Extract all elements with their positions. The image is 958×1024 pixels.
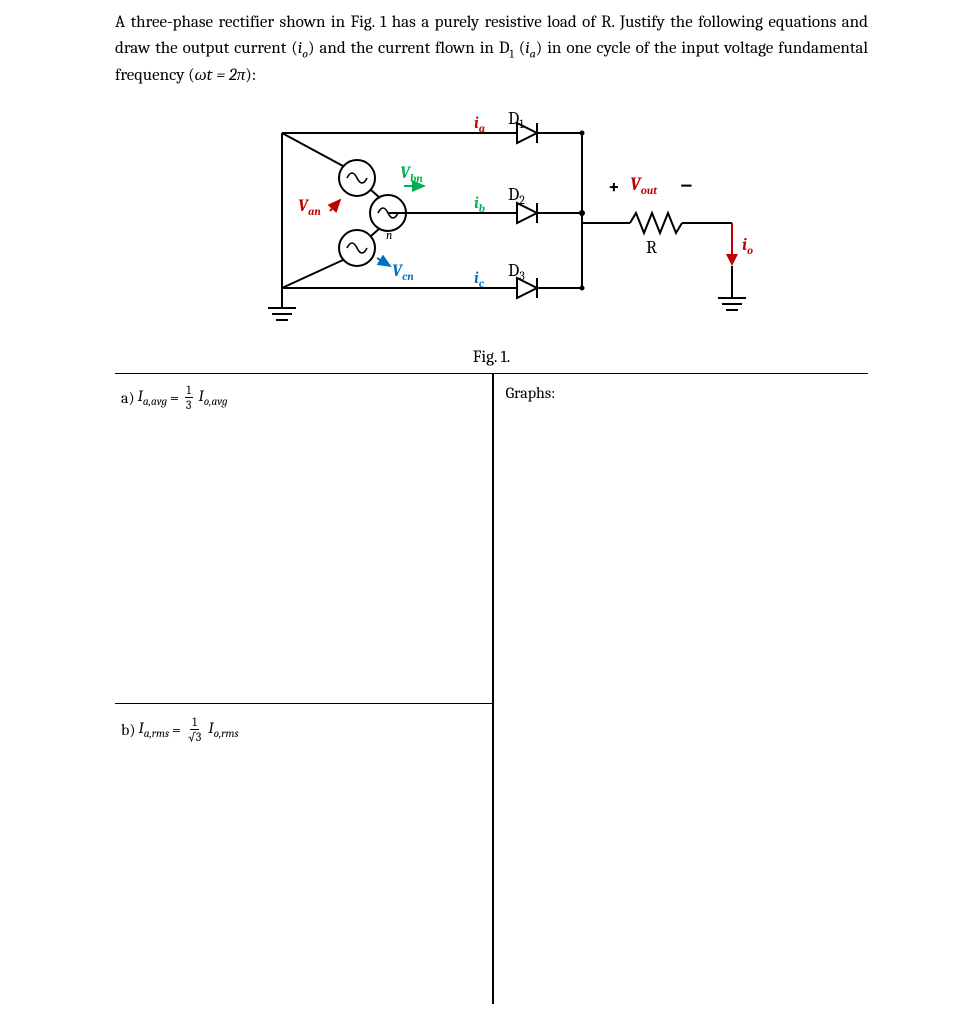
rhs-sub-a: o,avg <box>204 395 228 408</box>
part-a: a) Ia,avg = 1 3 Io,avg <box>115 374 492 704</box>
plus-sign: + <box>608 175 620 198</box>
omega-eq: ωt = 2π <box>195 66 246 85</box>
frac-den-a: 3 <box>184 398 194 411</box>
vout-sub: out <box>640 184 658 197</box>
svg-text:ia: ia <box>474 114 485 135</box>
circuit-svg: n Van Vbn Vcn ia ib ic D1 <box>212 108 772 338</box>
frac-num-a: 1 <box>185 384 193 398</box>
text-segment: ( <box>514 39 525 58</box>
d2-sub: 2 <box>519 193 525 207</box>
frac-num-b: 1 <box>190 716 198 730</box>
van-sub: an <box>308 205 321 218</box>
answer-section: a) Ia,avg = 1 3 Io,avg b) Ia,rms = <box>115 373 868 1004</box>
svg-text:Vout: Vout <box>630 174 658 197</box>
equation-a: a) Ia,avg = 1 3 Io,avg <box>121 384 492 411</box>
text-segment: ) and the current flown in D <box>308 39 510 58</box>
minus-sign: − <box>680 172 693 198</box>
part-b: b) Ia,rms = 1 √3 Io,rms <box>115 704 492 1004</box>
eq-sign-b: = <box>172 721 181 739</box>
svg-text:ic: ic <box>474 269 485 290</box>
d1-label: D <box>508 108 519 129</box>
text-segment: ): <box>245 66 256 85</box>
vbn-sub: bn <box>410 172 423 185</box>
svg-text:Van: Van <box>298 197 321 218</box>
right-column: Graphs: <box>492 374 869 1004</box>
svg-text:Vcn: Vcn <box>392 262 414 283</box>
svg-text:D2: D2 <box>508 184 525 207</box>
r-label: R <box>646 237 657 258</box>
part-a-prefix: a) <box>121 389 135 407</box>
ib-sub: b <box>478 202 484 215</box>
d1-sub: 1 <box>519 117 524 131</box>
neutral-label: n <box>386 228 392 242</box>
eq-sign-a: = <box>170 389 179 407</box>
left-column: a) Ia,avg = 1 3 Io,avg b) Ia,rms = <box>115 374 492 1004</box>
d3-label: D <box>508 260 519 281</box>
svg-text:io: io <box>742 236 753 257</box>
svg-text:D3: D3 <box>508 260 525 283</box>
ic-sub: c <box>478 277 484 290</box>
lhs-sub-b: a,rms <box>144 727 169 740</box>
ia-sub: a <box>478 122 484 135</box>
rhs-sub-b: o,rms <box>214 727 239 740</box>
d2-label: D <box>508 184 519 205</box>
figure-caption: Fig. 1. <box>115 348 868 367</box>
graphs-label: Graphs: <box>506 384 869 402</box>
io-sub: o <box>747 244 753 257</box>
problem-statement: A three-phase rectifier shown in Fig. 1 … <box>115 10 868 88</box>
svg-text:Vbn: Vbn <box>400 164 423 185</box>
circuit-diagram: n Van Vbn Vcn ia ib ic D1 <box>115 108 868 338</box>
svg-text:D1: D1 <box>508 108 524 131</box>
d3-sub: 3 <box>519 269 525 283</box>
equation-b: b) Ia,rms = 1 √3 Io,rms <box>121 716 492 743</box>
frac-den-b: √3 <box>186 730 203 743</box>
vcn-sub: cn <box>402 270 414 283</box>
lhs-sub-a: a,avg <box>143 395 167 408</box>
svg-text:ib: ib <box>474 194 485 215</box>
part-b-prefix: b) <box>121 721 135 739</box>
